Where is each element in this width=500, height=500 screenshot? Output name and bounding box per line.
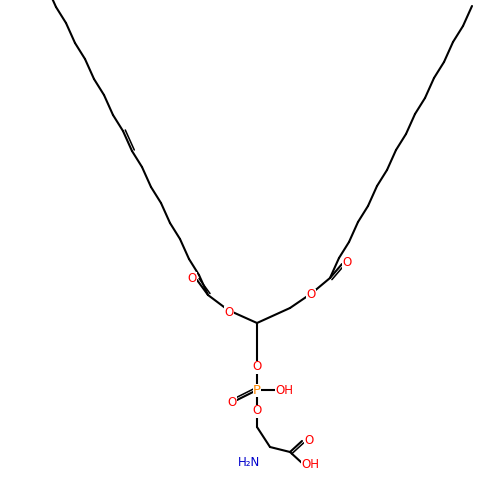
Text: O: O	[252, 360, 262, 374]
Text: P: P	[253, 384, 261, 396]
Text: O: O	[252, 404, 262, 417]
Text: O: O	[228, 396, 236, 408]
Text: OH: OH	[275, 384, 293, 396]
Text: O: O	[188, 272, 196, 284]
Text: O: O	[306, 288, 316, 302]
Text: O: O	[342, 256, 351, 268]
Text: H₂N: H₂N	[238, 456, 260, 468]
Text: O: O	[224, 306, 234, 318]
Text: O: O	[304, 434, 314, 446]
Text: OH: OH	[301, 458, 319, 470]
